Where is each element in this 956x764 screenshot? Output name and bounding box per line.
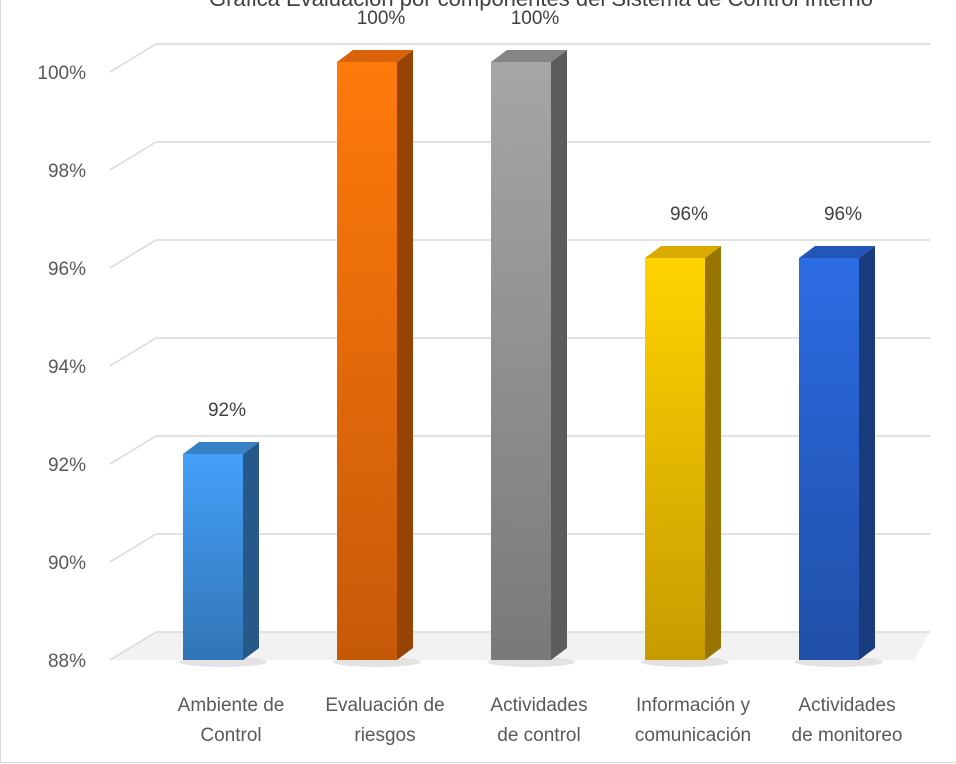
gridline [109,43,930,73]
x-tick-label: Información y comunicación [635,695,751,746]
data-label: 96% [824,204,862,225]
data-labels: 92% 100% 100% 96% 96% [208,8,862,421]
bar [179,442,267,667]
bar [641,246,729,667]
y-tick-label: 88% [48,651,86,672]
x-axis: Ambiente de Control Evaluación de riesgos Ac… [178,695,903,746]
y-tick-label: 94% [48,357,86,378]
y-axis: 88% 90% 92% 94% 96% 98% 100% [37,63,86,672]
x-tick-label: Actividades de monitoreo [792,695,903,746]
bars [179,50,883,667]
data-label: 100% [511,8,560,29]
bar [487,50,575,667]
x-tick-label: Ambiente de Control [178,695,285,746]
y-tick-label: 96% [48,259,86,280]
y-tick-label: 90% [48,553,86,574]
bar [795,246,883,667]
bar [333,50,421,667]
y-tick-label: 92% [48,455,86,476]
data-label: 96% [670,204,708,225]
x-tick-label: Evaluación de riesgos [325,695,444,746]
chart-title: Gráfica Evaluación por componentes del S… [1,0,956,12]
x-tick-label: Actividades de control [490,695,587,746]
y-tick-label: 98% [48,161,86,182]
data-label: 92% [208,400,246,421]
data-label: 100% [357,8,406,29]
y-tick-label: 100% [37,63,86,84]
